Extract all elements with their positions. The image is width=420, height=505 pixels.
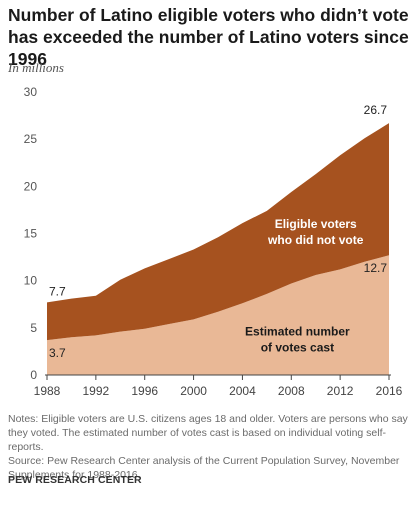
data-label: 3.7	[49, 346, 66, 360]
data-label: 7.7	[49, 284, 66, 298]
data-label: 26.7	[364, 103, 388, 117]
notes-text: Notes: Eligible voters are U.S. citizens…	[8, 413, 408, 453]
series-label-line: Eligible voters	[275, 217, 357, 231]
area-votes-cast	[47, 255, 389, 375]
chart-notes: Notes: Eligible voters are U.S. citizens…	[8, 412, 414, 482]
area-chart: 0 5 10 15 20 25 30 1988 1992 1996 2000 2004 2008 201…	[24, 85, 403, 398]
y-axis-ticks: 0 5 10 15 20 25 30	[24, 85, 38, 382]
y-tick-label: 10	[24, 274, 38, 288]
source-organization: PEW RESEARCH CENTER	[8, 474, 142, 486]
data-labels: 7.7 3.7 26.7 12.7	[49, 103, 387, 360]
x-tick-label: 1996	[131, 384, 158, 398]
x-tick-label: 1992	[83, 384, 110, 398]
y-tick-label: 20	[24, 179, 38, 193]
source-text: Source: Pew Research Center analysis of …	[8, 455, 400, 481]
data-label: 12.7	[364, 261, 388, 275]
series-label-line: of votes cast	[261, 340, 334, 354]
x-tick-label: 2004	[229, 384, 256, 398]
x-tick-label: 2008	[278, 384, 305, 398]
series-label-votes-cast: Estimated number of votes cast	[245, 324, 350, 354]
x-tick-label: 1988	[34, 384, 61, 398]
series-label-line: Estimated number	[245, 324, 350, 338]
y-tick-label: 0	[30, 368, 37, 382]
chart-title: Number of Latino eligible voters who did…	[8, 5, 409, 69]
series-label-did-not-vote: Eligible voters who did not vote	[267, 217, 364, 247]
series-label-line: who did not vote	[267, 233, 364, 247]
x-tick-label: 2012	[327, 384, 354, 398]
x-tick-label: 2016	[376, 384, 403, 398]
chart-areas	[47, 123, 389, 375]
area-did-not-vote	[47, 123, 389, 341]
y-tick-label: 30	[24, 85, 38, 99]
series-labels: Estimated number of votes cast Eligible vo…	[245, 217, 364, 355]
y-tick-label: 5	[30, 321, 37, 335]
x-axis-ticks: 1988 1992 1996 2000 2004 2008 2012 2016	[34, 375, 403, 398]
x-tick-label: 2000	[180, 384, 207, 398]
unit-label: In millions	[8, 60, 64, 75]
y-tick-label: 25	[24, 132, 38, 146]
y-tick-label: 15	[24, 227, 38, 241]
